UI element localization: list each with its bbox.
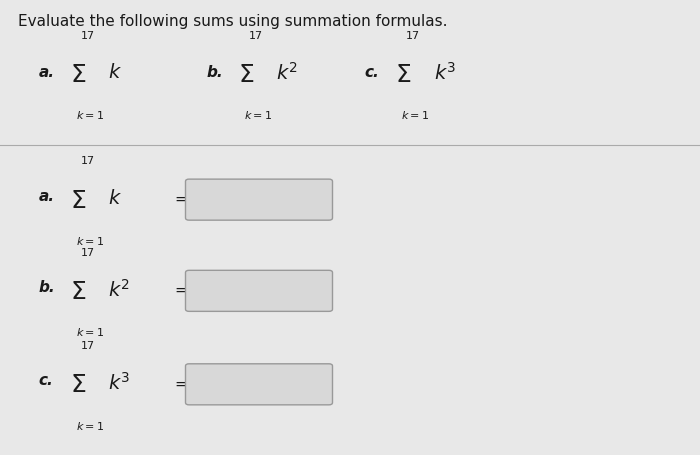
Text: $k$: $k$ xyxy=(108,63,122,82)
Text: $k=1$: $k=1$ xyxy=(76,419,104,430)
Text: a.: a. xyxy=(38,66,55,80)
Text: $\Sigma$: $\Sigma$ xyxy=(70,63,86,87)
Text: $k=1$: $k=1$ xyxy=(244,109,272,121)
Text: $=$: $=$ xyxy=(172,375,188,389)
Text: c.: c. xyxy=(364,66,379,80)
Text: $\Sigma$: $\Sigma$ xyxy=(238,63,254,87)
Text: $\Sigma$: $\Sigma$ xyxy=(395,63,412,87)
Text: 17: 17 xyxy=(80,340,94,350)
Text: $=$: $=$ xyxy=(172,191,188,205)
Text: Evaluate the following sums using summation formulas.: Evaluate the following sums using summat… xyxy=(18,14,447,29)
Text: b.: b. xyxy=(206,66,223,80)
Text: $k=1$: $k=1$ xyxy=(76,234,104,246)
Text: 17: 17 xyxy=(80,156,94,166)
Text: c.: c. xyxy=(38,373,53,387)
Text: $k=1$: $k=1$ xyxy=(76,325,104,337)
Text: $\Sigma$: $\Sigma$ xyxy=(70,279,86,303)
Text: b.: b. xyxy=(38,279,55,294)
Text: $k=1$: $k=1$ xyxy=(76,109,104,121)
Text: $k^3$: $k^3$ xyxy=(434,62,456,84)
FancyBboxPatch shape xyxy=(186,180,332,221)
FancyBboxPatch shape xyxy=(186,364,332,405)
Text: $k=1$: $k=1$ xyxy=(401,109,429,121)
Text: $=$: $=$ xyxy=(172,282,188,296)
Text: $\Sigma$: $\Sigma$ xyxy=(70,373,86,396)
Text: $k^2$: $k^2$ xyxy=(276,62,298,84)
Text: 17: 17 xyxy=(406,31,420,41)
Text: 17: 17 xyxy=(80,247,94,257)
Text: $k$: $k$ xyxy=(108,188,122,207)
Text: 17: 17 xyxy=(248,31,262,41)
Text: $\Sigma$: $\Sigma$ xyxy=(70,188,86,212)
FancyBboxPatch shape xyxy=(186,271,332,312)
Text: $k^2$: $k^2$ xyxy=(108,278,130,300)
Text: $k^3$: $k^3$ xyxy=(108,371,131,393)
Text: a.: a. xyxy=(38,188,55,203)
Text: 17: 17 xyxy=(80,31,94,41)
